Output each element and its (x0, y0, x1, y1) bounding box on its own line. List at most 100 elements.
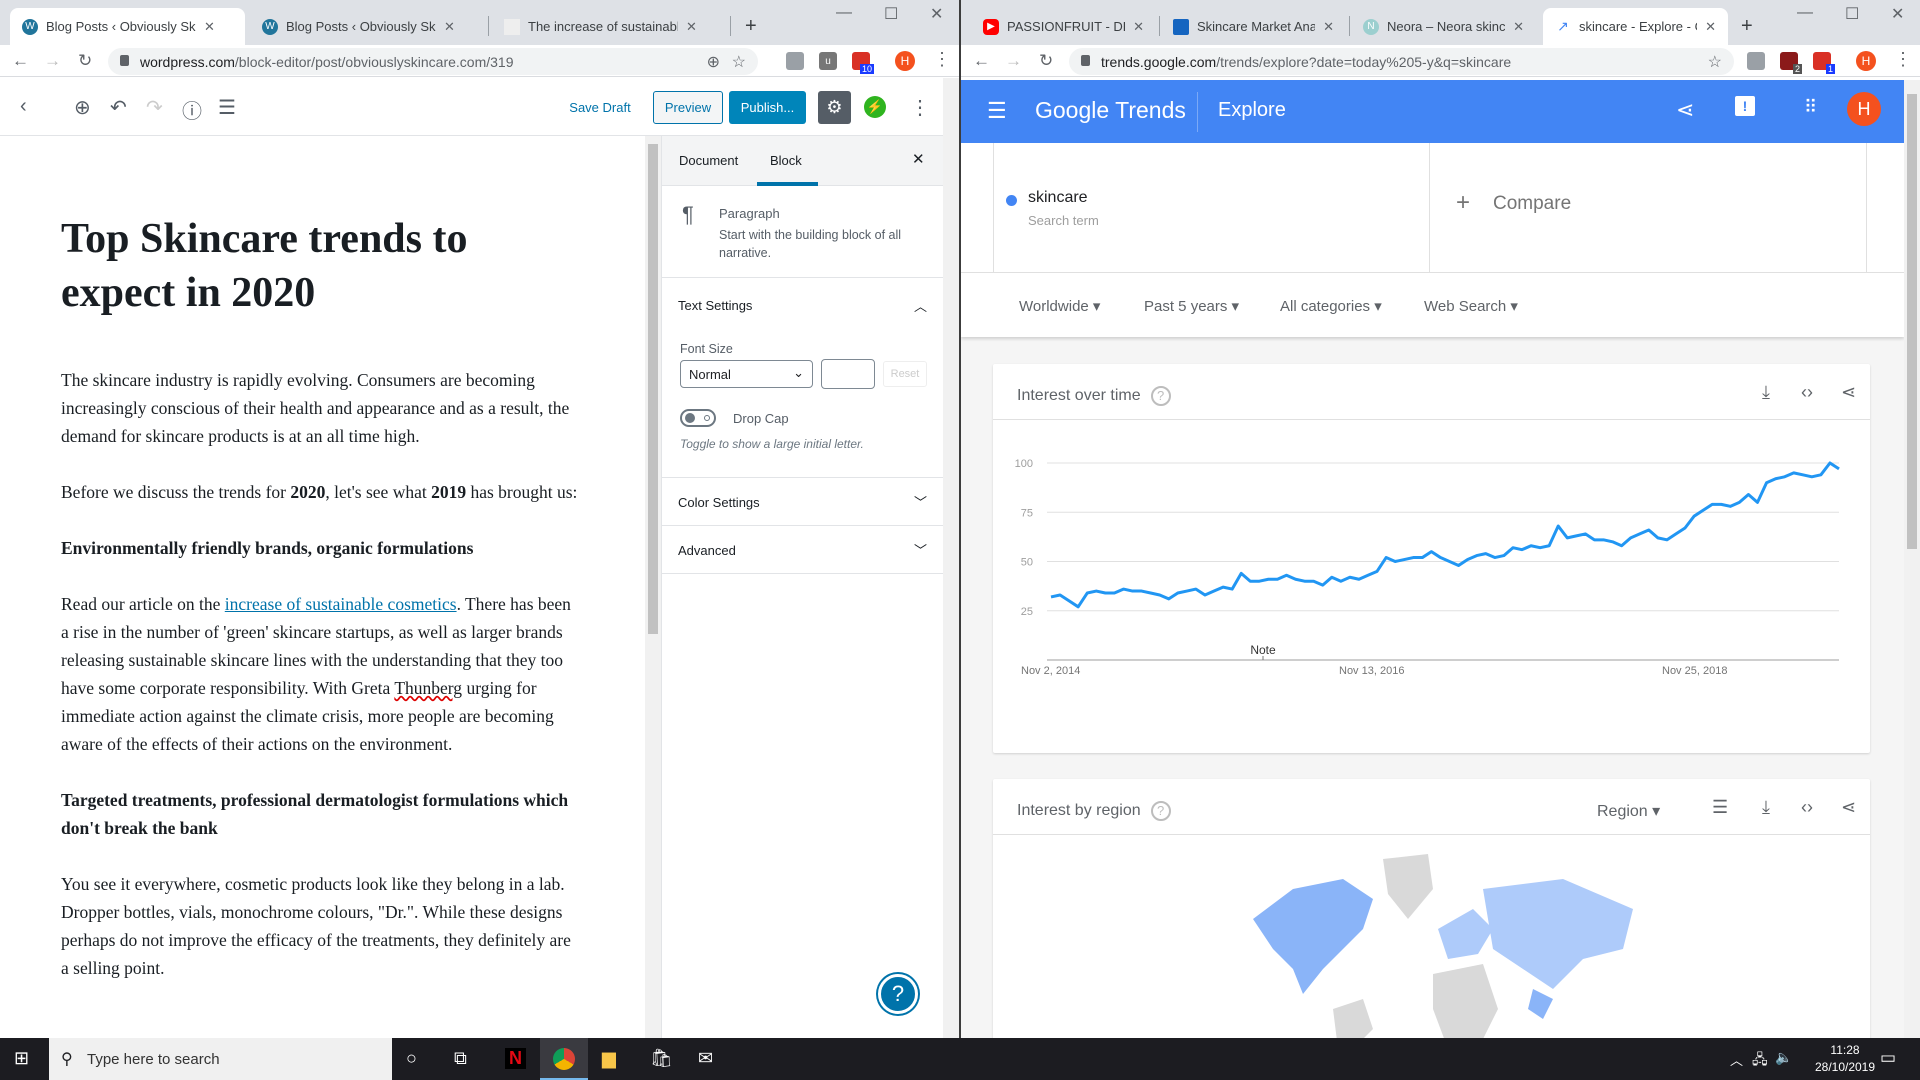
region-select[interactable]: Region ▾ (1597, 803, 1661, 820)
embed-icon[interactable]: ‹› (1801, 382, 1813, 402)
tab-block[interactable]: Block (770, 153, 802, 168)
chrome-taskbar-button[interactable] (540, 1038, 588, 1080)
download-icon[interactable]: ⤓ (1762, 797, 1770, 817)
time-range-filter[interactable]: Past 5 years ▾ (1144, 298, 1240, 315)
custom-font-size-input[interactable] (821, 359, 875, 389)
mail-icon[interactable]: ✉ (698, 1048, 714, 1068)
share-icon[interactable]: ⋖ (1841, 382, 1857, 402)
tab-neora[interactable]: N Neora – Neora skincar ✕ (1351, 8, 1536, 45)
font-size-select[interactable]: Normal ⌄ (680, 360, 813, 388)
minimize-button[interactable]: — (836, 4, 852, 21)
editor-canvas[interactable]: Top Skincare trends to expect in 2020 Th… (0, 136, 645, 1038)
profile-avatar[interactable]: H (895, 51, 915, 71)
embed-icon[interactable]: ‹› (1801, 797, 1813, 817)
extension-badge-icon[interactable]: 10 (852, 52, 874, 74)
sustainable-cosmetics-link[interactable]: increase of sustainable cosmetics (224, 594, 457, 614)
network-icon[interactable]: 🖧 (1752, 1051, 1768, 1067)
settings-gear-button[interactable]: ⚙ (818, 91, 851, 124)
more-options-icon[interactable]: ⋮ (910, 97, 930, 119)
preview-button[interactable]: Preview (653, 91, 723, 124)
paragraph-block[interactable]: Before we discuss the trends for 2020, l… (61, 482, 578, 502)
undo-icon[interactable]: ↶ (110, 97, 127, 119)
close-window-button[interactable]: ✕ (930, 6, 944, 23)
tab-sustainable-cosmetics[interactable]: The increase of sustainable cosm✕ (492, 8, 727, 45)
menu-icon[interactable]: ⋮ (1894, 49, 1912, 69)
add-icon[interactable]: ⊕ (706, 53, 720, 71)
paragraph-block[interactable]: The skincare industry is rapidly evolvin… (61, 370, 570, 446)
paragraph-block[interactable]: You see it everywhere, cosmetic products… (61, 874, 571, 978)
taskbar-search-input[interactable]: ⚲ Type here to search (49, 1038, 392, 1080)
download-icon[interactable]: ⤓ (1762, 382, 1770, 402)
close-tab-icon[interactable]: ✕ (204, 18, 215, 34)
reload-icon[interactable]: ↻ (1039, 51, 1054, 70)
tab-youtube[interactable]: ▶PASSIONFRUIT - DRAK✕ (971, 8, 1156, 45)
close-sidebar-icon[interactable]: ✕ (912, 151, 925, 168)
extension-badge-icon[interactable]: 1 (1813, 52, 1835, 74)
ublock-icon[interactable]: u (819, 52, 837, 70)
apps-grid-icon[interactable]: ⠿ (1804, 97, 1818, 117)
close-tab-icon[interactable]: ✕ (444, 18, 455, 34)
maximize-button[interactable]: ☐ (1845, 6, 1860, 23)
google-trends-logo[interactable]: Google Trends (1035, 97, 1186, 123)
list-view-icon[interactable]: ☰ (1712, 797, 1729, 817)
share-icon[interactable]: ⋖ (1841, 797, 1857, 817)
tab-google-trends[interactable]: ↗skincare - Explore - Go✕ (1543, 8, 1728, 45)
block-navigation-icon[interactable]: ☰ (218, 97, 236, 119)
volume-icon[interactable]: 🔈 (1775, 1049, 1793, 1065)
url-input[interactable]: wordpress.com/block-editor/post/obviousl… (108, 48, 758, 75)
notifications-icon[interactable]: ▭ (1880, 1048, 1897, 1067)
ublock-icon[interactable]: 2 (1780, 52, 1802, 74)
extension-icon[interactable] (786, 52, 804, 70)
reload-icon[interactable]: ↻ (78, 51, 93, 70)
compare-button[interactable]: + Compare (1430, 143, 1867, 272)
advanced-panel[interactable]: Advanced ﹀ (662, 526, 943, 574)
file-explorer-icon[interactable]: ▆ (602, 1048, 616, 1068)
color-settings-panel[interactable]: Color Settings ﹀ (662, 478, 943, 526)
windows-start-icon[interactable]: ⊞ (14, 1048, 30, 1068)
heading-block[interactable]: Environmentally friendly brands, organic… (61, 538, 474, 558)
jetpack-icon[interactable]: ⚡ (864, 96, 886, 118)
url-input[interactable]: trends.google.com/trends/explore?date=to… (1069, 48, 1734, 75)
drop-cap-toggle[interactable] (680, 409, 716, 427)
search-term-box[interactable]: skincare Search term (993, 143, 1430, 272)
task-view-icon[interactable]: ⧉ (454, 1048, 467, 1068)
extension-icon[interactable] (1747, 52, 1765, 70)
back-icon[interactable]: ← (12, 51, 29, 70)
feedback-icon[interactable]: ! (1735, 96, 1755, 116)
tray-chevron-icon[interactable]: ︿ (1730, 1053, 1744, 1068)
tab-skincare-market[interactable]: Skincare Market Analy ✕ (1161, 8, 1346, 45)
close-tab-icon[interactable]: ✕ (1705, 18, 1716, 34)
tab-document[interactable]: Document (679, 153, 739, 168)
close-tab-icon[interactable]: ✕ (1323, 18, 1334, 34)
back-icon[interactable]: ← (973, 51, 990, 70)
clock-date[interactable]: 28/10/2019 (1814, 1060, 1876, 1074)
heading-block[interactable]: Targeted treatments, professional dermat… (61, 790, 569, 838)
info-icon[interactable]: ⓘ (182, 101, 202, 123)
publish-button[interactable]: Publish... (729, 91, 806, 124)
menu-icon[interactable]: ⋮ (933, 49, 951, 69)
editor-scrollbar[interactable] (645, 136, 661, 1038)
store-icon[interactable]: 🛍 (650, 1048, 673, 1068)
bookmark-star-icon[interactable]: ☆ (731, 53, 746, 71)
paragraph-block[interactable]: Read our article on the increase of sust… (61, 594, 571, 754)
cortana-icon[interactable]: ○ (406, 1048, 417, 1068)
interest-over-time-chart[interactable]: 25 50 75 100 Nov 2, 2014 Nov 13, 2016 Nov 25, … (993, 420, 1870, 720)
add-block-icon[interactable]: ⊕ (74, 97, 91, 119)
clock-time[interactable]: 11:28 (1830, 1043, 1860, 1057)
location-filter[interactable]: Worldwide ▾ (1019, 298, 1101, 315)
new-tab-button[interactable]: + (745, 15, 757, 37)
text-settings-header[interactable]: Text Settings (678, 298, 753, 313)
redo-icon[interactable]: ↷ (146, 97, 163, 119)
save-draft-button[interactable]: Save Draft (569, 100, 631, 115)
profile-avatar[interactable]: H (1856, 51, 1876, 71)
scrollbar-thumb[interactable] (648, 144, 658, 634)
share-icon[interactable]: ⋖ (1676, 97, 1695, 122)
new-tab-button[interactable]: + (1741, 15, 1753, 37)
help-icon[interactable]: ? (1150, 801, 1171, 821)
forward-icon[interactable]: → (44, 51, 61, 70)
close-tab-icon[interactable]: ✕ (1513, 18, 1524, 34)
netflix-icon[interactable]: N (505, 1048, 526, 1069)
help-icon[interactable]: ? (1150, 386, 1171, 406)
